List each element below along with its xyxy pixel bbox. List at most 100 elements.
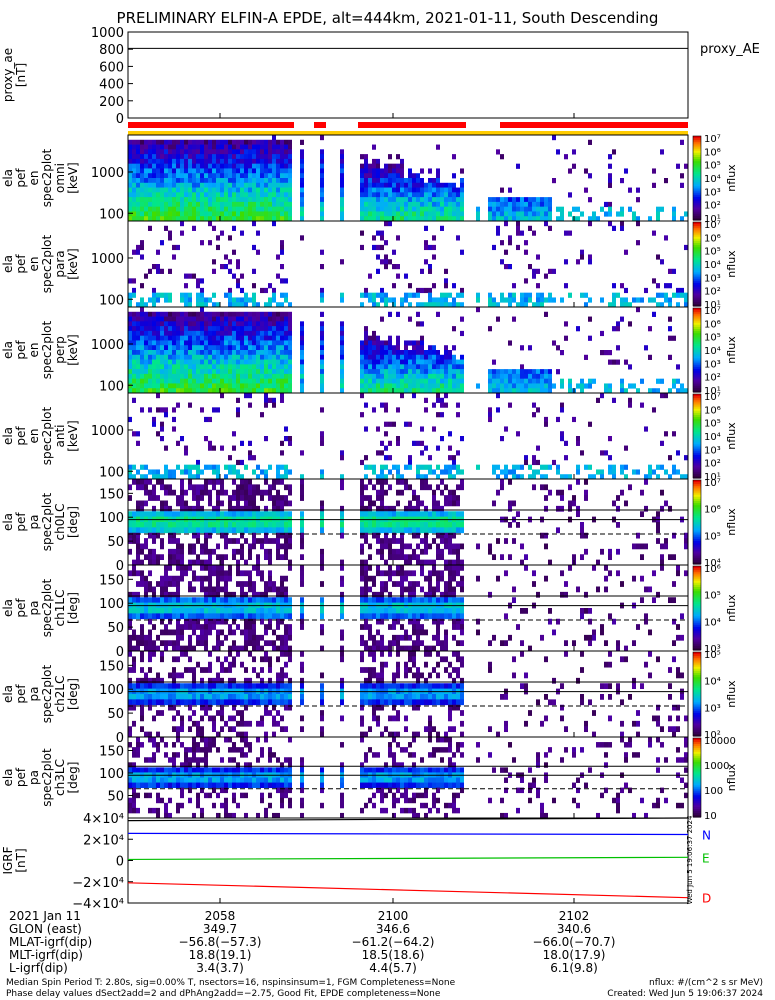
proxy-ae-ylabel-line: proxy_ae (1, 48, 15, 102)
perp-energy-ylabel-line: en (27, 343, 41, 358)
ch1LC-ytick-label: 50 (107, 621, 124, 636)
para-energy-cbar-tick: 10² (704, 287, 721, 298)
omni-energy-ytick-label: 100 (99, 207, 124, 222)
omni-energy-cbar-tick: 10⁶ (704, 147, 721, 158)
ch2LC-ytick-label: 50 (107, 707, 124, 722)
omni-energy-ylabel-line: pef (14, 168, 28, 188)
xaxis-mlat-1: −56.8(−57.3) (178, 935, 262, 949)
igrf-legend-E: E (702, 851, 710, 865)
para-energy-ylabel-line: [keV] (66, 248, 80, 279)
xaxis-glon-3: 340.6 (556, 922, 592, 936)
igrf-ylabel: IGRF [nT] (1, 846, 28, 874)
anti-energy-ylabel-line: anti (53, 425, 67, 448)
perp-energy-ylabel-line: ela (1, 341, 15, 359)
anti-energy-cbar-tick: 10³ (704, 445, 721, 456)
perp-energy-cbar-tick: 10⁶ (704, 319, 721, 330)
footer-line-2: Phase delay values dSect2add=2 and dPhAn… (6, 989, 441, 999)
ch0LC-cbar-tick: 10⁵ (704, 531, 721, 542)
ch2LC-ylabel-line: ela (1, 685, 15, 703)
xaxis-mlt-1: 18.8(19.1) (188, 948, 252, 962)
ch1LC-ytick-label: 100 (99, 597, 124, 612)
anti-energy-colorbar: 10⁷ 10⁶ 10⁵ 10⁴ 10³ 10² 10¹ nflux (692, 392, 738, 483)
ch0LC-cbar-tick: 10⁶ (704, 505, 721, 516)
ch1LC-ytick-label: 0 (116, 645, 124, 660)
perp-energy-ytick-label: 100 (99, 379, 124, 394)
proxy-ae-legend: proxy_AE (700, 42, 760, 57)
xaxis-mlat-3: −66.0(−70.7) (532, 935, 616, 949)
ch2LC-cbar-tick: 10³ (704, 703, 721, 714)
ch2LC-ylabel-line: pef (14, 684, 28, 704)
ch0LC-ytick-label: 100 (99, 511, 124, 526)
para-energy-cbar-label: nflux (725, 250, 738, 278)
igrf-ytick-label: 4×10⁴ (83, 812, 124, 827)
omni-energy-cbar-tick: 10⁵ (704, 161, 721, 172)
xaxis-mlt-3: 18.0(17.9) (542, 948, 606, 962)
igrf-line (127, 832, 689, 836)
ch3LC-cbar-tick: 10000 (704, 736, 736, 747)
ch3LC-cbar-tick: 10 (704, 811, 717, 822)
omni-energy-heatmap (128, 135, 688, 222)
perp-energy-ylabel: ela pef en spec2plot perp [keV] (1, 320, 80, 379)
xaxis-l-3: 6.1(9.8) (550, 961, 598, 975)
xaxis-l-1: 3.4(3.7) (196, 961, 244, 975)
xaxis-mlt-label: MLT-igrf(dip) (9, 948, 83, 962)
anti-energy-cbar-label: nflux (725, 422, 738, 450)
omni-energy-cbar-tick: 10³ (704, 187, 721, 198)
anti-energy-ytick-label: 100 (99, 465, 124, 480)
igrf-ytick-label: −2×10⁴ (72, 876, 124, 891)
perp-energy-ylabel-line: perp (53, 336, 67, 364)
ch3LC-cbar-label: nflux (725, 763, 738, 791)
ch2LC-cbar-label: nflux (725, 680, 738, 708)
status-bar-red (314, 122, 326, 128)
omni-energy-ylabel: ela pef en spec2plot omni [keV] (1, 148, 80, 207)
anti-energy-ylabel-line: spec2plot (40, 406, 54, 465)
ch1LC-heatmap (128, 565, 688, 652)
para-energy-ylabel-line: ela (1, 255, 15, 273)
ch0LC-ylabel-line: [deg] (66, 506, 80, 538)
para-energy-heatmap (128, 221, 688, 308)
perp-energy-cbar-tick: 10¹ (704, 386, 721, 397)
xaxis-time-2: 2100 (377, 909, 409, 923)
ch3LC-ylabel-line: pa (27, 770, 41, 785)
anti-energy-cbar-tick: 10¹ (704, 472, 721, 483)
ch0LC-ylabel: ela pef pa spec2plot ch0LC [deg] (1, 492, 80, 551)
omni-energy-ylabel-line: [keV] (66, 162, 80, 193)
xaxis-l-label: L-igrf(dip) (9, 961, 68, 975)
status-bar-red (500, 122, 688, 128)
proxy-ae-ytick-label: 600 (99, 60, 124, 75)
omni-energy-cbar-label: nflux (725, 164, 738, 192)
ch1LC-colorbar: 10⁶ 10⁵ 10⁴ 10³ nflux (692, 564, 738, 655)
omni-energy-cbar-tick: 10⁴ (704, 174, 721, 185)
anti-energy-ylabel: ela pef en spec2plot anti [keV] (1, 406, 80, 465)
ch0LC-ytick-label: 150 (99, 487, 124, 502)
ch3LC-ytick-label: 150 (99, 745, 124, 760)
ch3LC-cbar-tick: 1000 (704, 761, 729, 772)
xaxis-mlat-label: MLAT-igrf(dip) (9, 935, 93, 949)
status-bar-yellow (128, 131, 688, 135)
xaxis-mlat-2: −61.2(−64.2) (351, 935, 435, 949)
perp-energy-colorbar: 10⁷ 10⁶ 10⁵ 10⁴ 10³ 10² 10¹ nflux (692, 306, 738, 397)
para-energy-cbar-tick: 10³ (704, 273, 721, 284)
ch1LC-ylabel-line: ch1LC (53, 590, 67, 627)
ch3LC-ylabel: ela pef pa spec2plot ch3LC [deg] (1, 748, 80, 807)
proxy-ae-ytick-label: 400 (99, 78, 124, 93)
igrf-line (127, 856, 689, 861)
igrf-legend-N: N (702, 828, 711, 842)
igrf-ytick-label: 2×10⁴ (83, 833, 124, 848)
omni-energy-ylabel-line: en (27, 171, 41, 186)
xaxis-glon-1: 349.7 (202, 922, 238, 936)
ch0LC-ylabel-line: ela (1, 513, 15, 531)
ch0LC-cbar-tick: 10⁷ (704, 478, 721, 489)
omni-energy-ylabel-line: omni (53, 163, 67, 193)
xaxis-time-1: 2058 (204, 909, 236, 923)
ch2LC-ytick-label: 0 (116, 731, 124, 746)
proxy-ae-ytick-label: 800 (99, 43, 124, 58)
ch2LC-ylabel-line: [deg] (66, 678, 80, 710)
perp-energy-ytick-label: 1000 (91, 338, 124, 353)
ch2LC-ytick-label: 150 (99, 659, 124, 674)
ch0LC-ytick-label: 50 (107, 535, 124, 550)
ch3LC-ytick-label: 100 (99, 767, 124, 782)
perp-energy-ylabel-line: [keV] (66, 334, 80, 365)
